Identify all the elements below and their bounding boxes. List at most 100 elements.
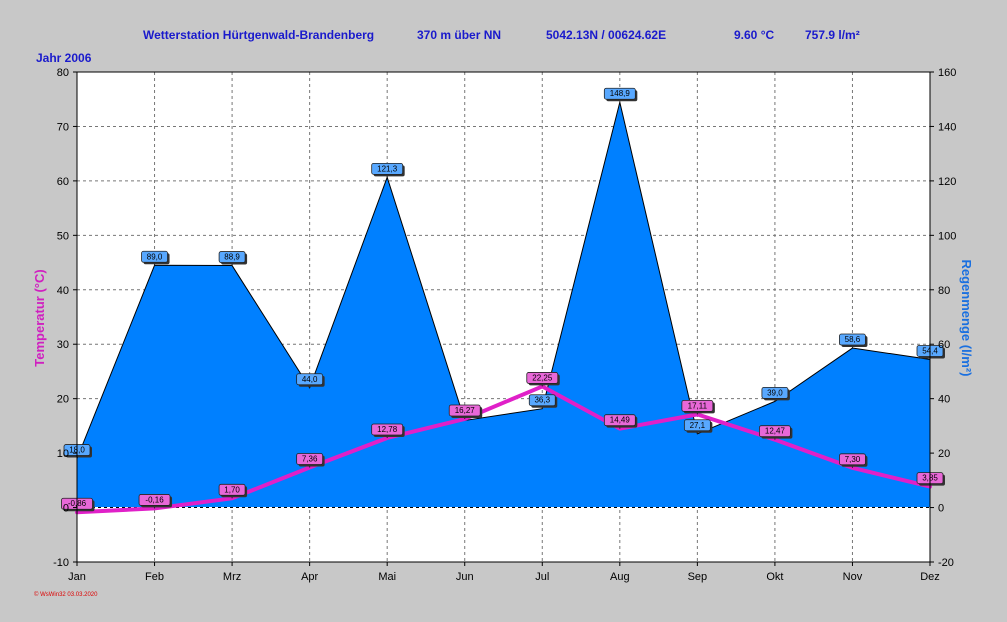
x-axis-tick-label: Mrz [223, 571, 241, 583]
temperature-label-text: 12,78 [377, 425, 398, 434]
temperature-label: 22,25 [526, 372, 560, 387]
plot-border [76, 71, 931, 563]
temperature-label-box [138, 494, 171, 506]
temperature-label: 1,70 [218, 483, 248, 499]
rain-label-text: 44,0 [302, 375, 318, 384]
x-axis-tick-label: Jun [456, 571, 474, 583]
rain-label-text: 121,3 [377, 164, 398, 173]
rain-label: 39,0 [761, 386, 790, 402]
right-axis-tick-label: 20 [938, 448, 950, 460]
temperature-label-box [603, 414, 636, 427]
left-axis-tick-label: -10 [53, 557, 69, 569]
rain-label: 89,0 [141, 250, 170, 266]
rain-label: 44,0 [296, 373, 325, 388]
temperature-label-text: 14,49 [610, 416, 631, 425]
right-axis-tick-label: 80 [938, 285, 950, 297]
temperature-label: 3,85 [916, 472, 945, 487]
left-axis-tick-label: 20 [57, 394, 69, 406]
rain-label: 58,6 [839, 333, 868, 349]
footer-credit: © WsWin32 03.03.2020 [34, 591, 98, 598]
left-axis-tick-label: 40 [57, 285, 69, 297]
rain-label: 36,3 [528, 394, 558, 409]
x-axis-tick-label: Sep [688, 571, 708, 583]
rain-label-box [528, 394, 556, 407]
rain-label-box [603, 87, 636, 100]
left-axis-tick-label: 70 [57, 121, 69, 133]
rain-label-text: 148,9 [610, 89, 631, 98]
left-axis-tick-label: 50 [57, 230, 69, 242]
x-axis-tick-label: Okt [766, 571, 783, 583]
rain-label: 88,9 [218, 251, 248, 266]
temperature-label-text: 22,25 [532, 373, 553, 382]
temperature-label-box [759, 425, 791, 438]
right-axis-tick-label: 140 [938, 121, 956, 133]
station-elevation: 370 m über NN [417, 28, 501, 42]
rain-label: 121,3 [371, 162, 405, 178]
rain-label-text: 36,3 [534, 396, 550, 405]
temperature-label-text: 1,70 [224, 485, 240, 494]
temperature-label-text: 7,30 [845, 455, 861, 464]
temperature-label-box [839, 453, 866, 466]
rain-label-box [141, 250, 168, 263]
left-axis-tick-label: 30 [57, 339, 69, 351]
temperature-label-box [526, 372, 559, 384]
year-label: Jahr 2006 [36, 51, 92, 65]
x-axis-tick-label: Aug [610, 571, 630, 583]
right-axis-tick-label: 160 [938, 67, 956, 79]
temperature-label-box [371, 423, 404, 436]
average-temperature: 9.60 °C [734, 28, 774, 42]
x-axis-tick-label: Jan [68, 571, 86, 583]
plot-area: 18,089,0 88,944,0121,336,3148,927,139,058… [53, 67, 956, 583]
temperature-label: 7,36 [296, 453, 325, 468]
rain-label-text: 39,0 [767, 388, 783, 397]
temperature-label: 12,78 [371, 423, 405, 438]
rain-label-box [839, 333, 866, 346]
temperature-label-box [448, 404, 481, 417]
right-axis-tick-label: 120 [938, 176, 956, 188]
temperature-label: 12,47 [759, 425, 793, 440]
left-axis-tick-label: 0 [63, 503, 69, 515]
temperature-line [75, 384, 932, 515]
right-axis-tick-label: 40 [938, 394, 950, 406]
right-axis-tick-label: 60 [938, 339, 950, 351]
station-coordinates: 5042.13N / 00624.62E [546, 28, 666, 42]
x-axis-tick-label: Mai [378, 571, 396, 583]
temperature-label-text: 12,47 [765, 427, 786, 436]
temperature-label: 17,11 [681, 400, 715, 415]
temperature-label: 16,27 [448, 404, 483, 419]
rain-label-box [296, 373, 324, 386]
total-rainfall: 757.9 l/m² [805, 28, 860, 42]
right-axis-tick-label: 0 [938, 503, 944, 515]
x-axis-tick-label: Feb [145, 571, 164, 583]
temperature-label-text: -0,16 [145, 495, 164, 504]
rain-label-text: 89,0 [147, 252, 163, 261]
x-axis-tick-label: Jul [535, 571, 549, 583]
left-axis-tick-label: 60 [57, 176, 69, 188]
left-axis-tick-label: 10 [57, 448, 69, 460]
temperature-label: -0,16 [138, 494, 173, 509]
rain-label-box [218, 251, 246, 263]
temperature-label-text: 7,36 [302, 454, 318, 463]
right-axis-title: Regenmenge (l/m²) [959, 259, 974, 376]
station-name: Wetterstation Hürtgenwald-Brandenberg [143, 28, 374, 42]
temperature-label-text: 17,11 [688, 401, 708, 410]
temperature-label-box [218, 483, 246, 496]
rain-label: 27,1 [683, 419, 713, 434]
rain-label-box [761, 386, 789, 399]
right-axis-tick-label: 100 [938, 230, 956, 242]
left-axis-tick-label: 80 [57, 67, 69, 79]
rain-label-text: 27,1 [690, 421, 706, 430]
rain-label-box [683, 419, 711, 432]
rain-label-box [371, 162, 404, 175]
x-axis-tick-label: Nov [843, 571, 863, 583]
left-axis-title: Temperatur (°C) [32, 269, 47, 366]
temperature-label: 7,30 [839, 453, 868, 468]
temperature-label-box [681, 400, 714, 412]
temperature-label: 14,49 [603, 414, 638, 429]
rain-label: 148,9 [603, 87, 638, 103]
x-axis-tick-label: Apr [301, 571, 318, 583]
right-axis-tick-label: -20 [938, 557, 954, 569]
rain-area [76, 102, 931, 509]
rain-label-text: 88,9 [224, 253, 240, 262]
